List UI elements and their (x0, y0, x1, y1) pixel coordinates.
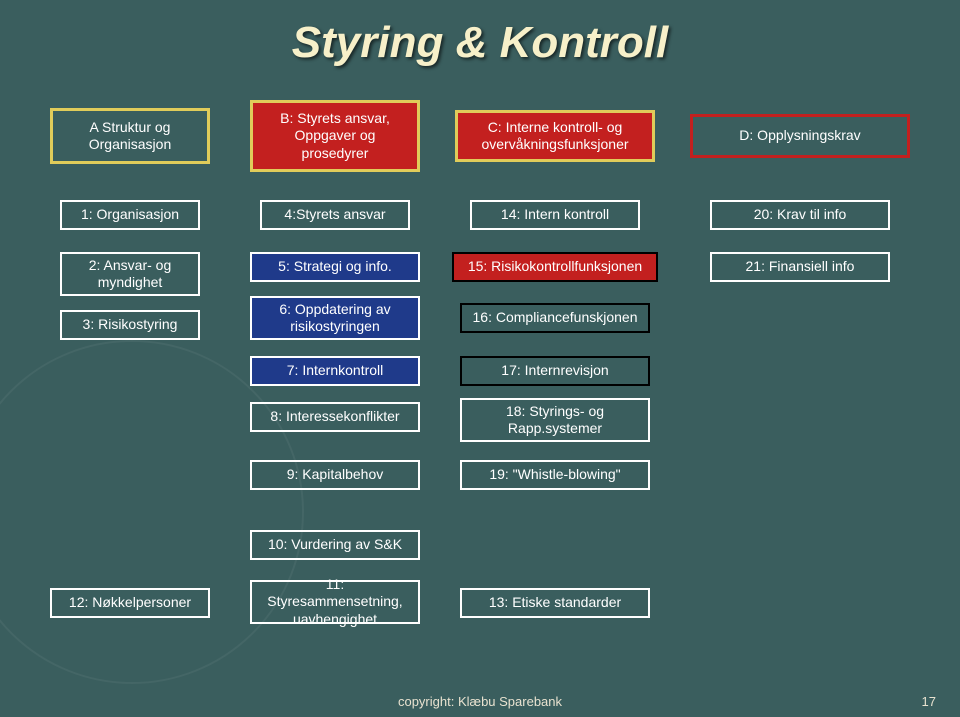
diagram-box-label: 6: Oppdatering av risikostyringen (279, 301, 390, 336)
diagram-box-14: 14: Intern kontroll (470, 200, 640, 230)
diagram-box-label: 10: Vurdering av S&K (268, 536, 402, 554)
diagram-box-label: 14: Intern kontroll (501, 206, 609, 224)
diagram-box-7: 7: Internkontroll (250, 356, 420, 386)
diagram-box-label: 5: Strategi og info. (278, 258, 392, 276)
diagram-box-label: D: Opplysningskrav (739, 127, 860, 145)
diagram-box-label: 9: Kapitalbehov (287, 466, 384, 484)
diagram-box-18: 18: Styrings- og Rapp.systemer (460, 398, 650, 442)
diagram-box-19: 19: "Whistle-blowing" (460, 460, 650, 490)
diagram-box-1: 1: Organisasjon (60, 200, 200, 230)
diagram-box-21: 21: Finansiell info (710, 252, 890, 282)
diagram-box-label: 1: Organisasjon (81, 206, 179, 224)
diagram-box-D: D: Opplysningskrav (690, 114, 910, 158)
diagram-box-6: 6: Oppdatering av risikostyringen (250, 296, 420, 340)
diagram-box-label: 7: Internkontroll (287, 362, 384, 380)
footer-page-number: 17 (922, 694, 936, 709)
diagram-box-label: 12: Nøkkelpersoner (69, 594, 191, 612)
diagram-box-4: 4:Styrets ansvar (260, 200, 410, 230)
diagram-box-C: C: Interne kontroll- og overvåkningsfunk… (455, 110, 655, 162)
diagram-box-label: 20: Krav til info (754, 206, 847, 224)
diagram-box-3: 3: Risikostyring (60, 310, 200, 340)
diagram-box-12: 12: Nøkkelpersoner (50, 588, 210, 618)
slide-title: Styring & Kontroll (0, 18, 960, 68)
diagram-box-label: 4:Styrets ansvar (284, 206, 385, 224)
diagram-box-5: 5: Strategi og info. (250, 252, 420, 282)
diagram-box-label: 17: Internrevisjon (501, 362, 608, 380)
diagram-box-label: 3: Risikostyring (83, 316, 178, 334)
diagram-box-11: 11: Styresammensetning, uavhengighet (250, 580, 420, 624)
diagram-box-label: 19: "Whistle-blowing" (489, 466, 620, 484)
diagram-box-label: 13: Etiske standarder (489, 594, 621, 612)
diagram-box-label: 2: Ansvar- og myndighet (89, 257, 172, 292)
diagram-box-2: 2: Ansvar- og myndighet (60, 252, 200, 296)
diagram-box-A: A Struktur og Organisasjon (50, 108, 210, 164)
diagram-box-label: 21: Finansiell info (746, 258, 855, 276)
diagram-box-8: 8: Interessekonflikter (250, 402, 420, 432)
diagram-box-15: 15: Risikokontrollfunksjonen (452, 252, 658, 282)
diagram-box-17: 17: Internrevisjon (460, 356, 650, 386)
diagram-box-label: A Struktur og Organisasjon (89, 119, 172, 154)
diagram-box-9: 9: Kapitalbehov (250, 460, 420, 490)
diagram-box-label: 8: Interessekonflikter (270, 408, 399, 426)
diagram-box-13: 13: Etiske standarder (460, 588, 650, 618)
diagram-box-label: C: Interne kontroll- og overvåkningsfunk… (481, 119, 628, 154)
diagram-box-label: 15: Risikokontrollfunksjonen (468, 258, 642, 276)
diagram-box-B: B: Styrets ansvar, Oppgaver og prosedyre… (250, 100, 420, 172)
diagram-box-16: 16: Compliancefunskjonen (460, 303, 650, 333)
diagram-box-label: 18: Styrings- og Rapp.systemer (506, 403, 604, 438)
diagram-box-label: B: Styrets ansvar, Oppgaver og prosedyre… (280, 110, 390, 163)
diagram-box-10: 10: Vurdering av S&K (250, 530, 420, 560)
diagram-box-20: 20: Krav til info (710, 200, 890, 230)
diagram-box-label: 16: Compliancefunskjonen (473, 309, 638, 327)
diagram-box-label: 11: Styresammensetning, uavhengighet (258, 576, 412, 629)
footer-copyright: copyright: Klæbu Sparebank (398, 694, 562, 709)
